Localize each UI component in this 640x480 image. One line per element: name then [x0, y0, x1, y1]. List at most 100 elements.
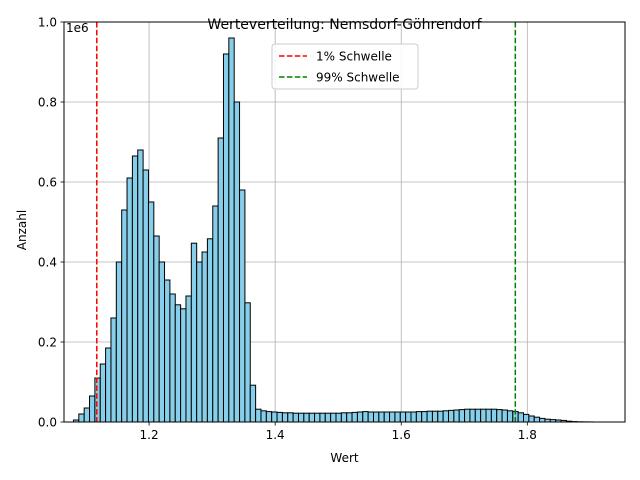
- histogram-bar: [244, 302, 251, 423]
- histogram-bar: [394, 411, 401, 423]
- y-tick-label: 0.8: [38, 96, 57, 110]
- histogram-bar: [437, 410, 444, 423]
- histogram-bar: [196, 261, 203, 423]
- legend-label-p1: 1% Schwelle: [316, 50, 392, 64]
- histogram-bar: [367, 411, 374, 423]
- histogram-bar: [228, 37, 235, 423]
- x-axis-ticks: 1.2 1.4 1.6 1.8: [140, 422, 537, 442]
- histogram-bar: [255, 408, 262, 423]
- histogram-bar: [506, 410, 514, 423]
- y-tick-label: 0.2: [38, 336, 57, 350]
- histogram-bar: [169, 293, 176, 423]
- legend-box: [271, 43, 419, 90]
- histogram-bar: [442, 410, 450, 423]
- histogram-bar: [528, 415, 535, 423]
- histogram-bar: [115, 261, 123, 423]
- histogram-bar: [137, 149, 144, 423]
- histogram-bar: [372, 411, 380, 423]
- histogram-bar: [142, 169, 149, 423]
- plot-frame: [63, 21, 626, 423]
- histogram-bar: [265, 411, 273, 423]
- histogram-bar: [539, 417, 546, 423]
- y-tick-label: 0.4: [38, 256, 57, 270]
- histogram-bar: [297, 412, 305, 423]
- histogram-bar: [453, 409, 460, 423]
- histogram-bar: [276, 411, 283, 423]
- histogram-bar: [78, 413, 85, 423]
- legend-label-p99: 99% Schwelle: [316, 71, 400, 85]
- histogram-bar: [324, 412, 332, 423]
- histogram-bar: [523, 413, 530, 423]
- histogram-bar: [340, 412, 348, 423]
- legend: 1% Schwelle 99% Schwelle: [271, 43, 419, 90]
- x-tick-label: 1.2: [140, 428, 159, 442]
- x-tick-label: 1.6: [392, 428, 411, 442]
- histogram-bar: [174, 304, 182, 423]
- threshold-lines: [96, 22, 517, 422]
- histogram-bar: [212, 205, 219, 423]
- x-axis-label: Wert: [330, 451, 358, 465]
- histogram-bar: [131, 155, 139, 423]
- histogram-bar: [485, 408, 492, 423]
- histogram-bar: [233, 101, 241, 423]
- histogram-bar: [356, 411, 364, 423]
- histogram-bar: [190, 242, 198, 423]
- histogram-bar: [147, 201, 155, 423]
- histogram-bar: [105, 347, 112, 423]
- histogram-bar: [362, 411, 369, 423]
- histogram-bar: [271, 411, 278, 423]
- histogram-bar: [217, 137, 224, 423]
- histogram-bar: [464, 408, 471, 423]
- histogram-bar: [469, 408, 476, 423]
- histogram-bar: [260, 410, 267, 423]
- histogram-bar: [351, 411, 358, 423]
- histogram-bar: [126, 177, 133, 423]
- y-axis-label: Anzahl: [15, 210, 29, 250]
- histogram-bar: [99, 363, 107, 423]
- histogram-bar: [314, 412, 321, 423]
- histogram-bar: [94, 377, 101, 423]
- histogram-bar: [496, 409, 503, 423]
- histogram-bar: [474, 408, 482, 423]
- histogram-bar: [501, 409, 508, 423]
- histogram-bar: [249, 384, 257, 423]
- histogram-bar: [303, 412, 310, 423]
- x-tick-label: 1.4: [266, 428, 285, 442]
- histogram-bar: [431, 410, 439, 423]
- histogram-bar: [458, 409, 466, 423]
- histogram-bar: [405, 411, 412, 423]
- histogram-bar: [89, 395, 96, 423]
- y-tick-label: 1.0: [38, 16, 57, 30]
- y-offset-label: 1e6: [66, 21, 89, 35]
- histogram-bar: [180, 308, 187, 423]
- histogram-bar: [335, 412, 342, 423]
- histogram-bar: [378, 411, 385, 423]
- histogram-bar: [410, 411, 417, 423]
- y-tick-label: 0.6: [38, 176, 57, 190]
- histogram-bar: [308, 412, 316, 423]
- histogram-bar: [292, 412, 299, 423]
- histogram-bar: [319, 412, 326, 423]
- histogram-bar: [222, 53, 230, 423]
- x-tick-label: 1.8: [518, 428, 537, 442]
- histogram-bar: [383, 411, 391, 423]
- histogram-bar: [83, 407, 91, 423]
- histogram-bar: [121, 209, 128, 423]
- histogram-bar: [164, 279, 171, 423]
- histogram-bar: [448, 409, 455, 423]
- y-axis-ticks: 0.0 0.2 0.4 0.6 0.8 1.0: [38, 16, 64, 430]
- histogram-bar: [110, 317, 117, 423]
- histogram-bar: [490, 408, 498, 423]
- histogram-bar: [399, 411, 407, 423]
- histogram-bar: [346, 412, 353, 423]
- histogram-bar: [206, 238, 214, 423]
- histogram-bar: [185, 295, 192, 423]
- histogram-bar: [517, 412, 525, 423]
- histogram-bar: [239, 189, 246, 423]
- histogram-bar: [421, 411, 428, 423]
- histogram-bar: [426, 410, 433, 423]
- histogram-bar: [415, 411, 423, 423]
- chart-title: Werteverteilung: Nemsdorf-Göhrendorf: [207, 17, 482, 33]
- histogram-bar: [153, 235, 160, 423]
